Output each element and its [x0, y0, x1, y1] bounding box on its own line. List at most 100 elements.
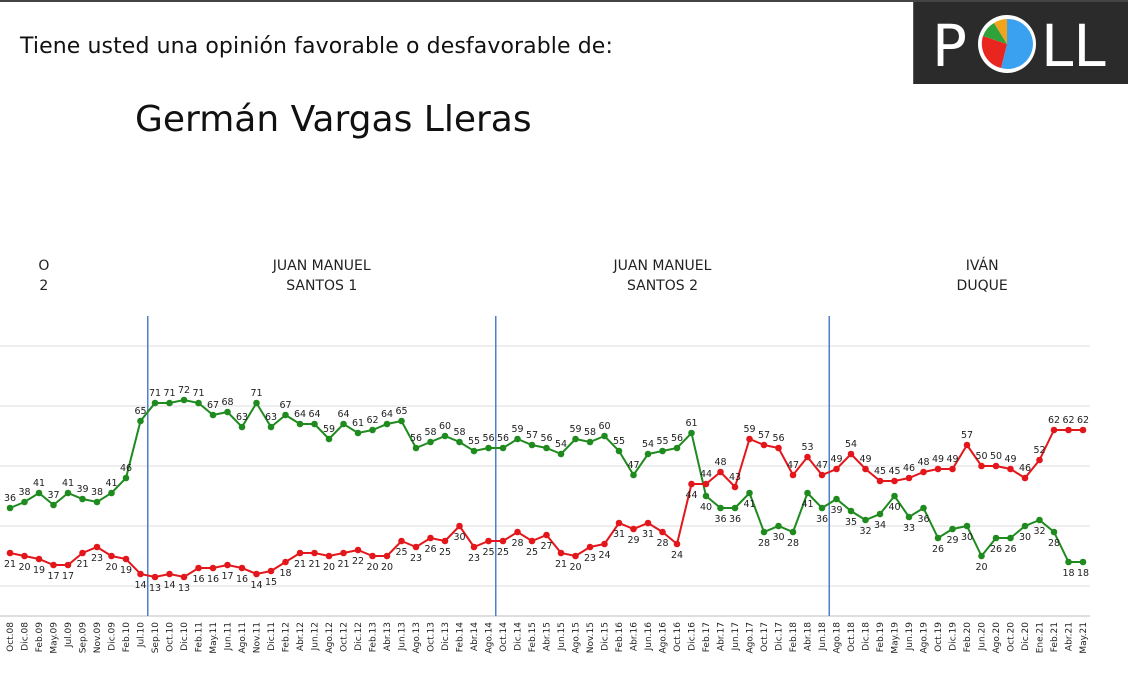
data-label-green: 38	[18, 487, 30, 498]
data-label-green: 35	[845, 517, 857, 528]
data-label-red: 21	[4, 559, 16, 570]
data-label-red: 20	[18, 562, 30, 573]
data-label-red: 49	[1004, 454, 1016, 465]
data-label-green: 68	[221, 397, 233, 408]
data-point-green	[137, 417, 144, 425]
x-tick-label: Abr.14	[470, 622, 480, 651]
data-label-red: 25	[439, 547, 451, 558]
data-label-green: 65	[395, 406, 407, 417]
data-label-red: 57	[961, 430, 973, 441]
series-line-red	[9, 429, 1083, 579]
data-label-green: 59	[569, 424, 581, 435]
period-label-line: O	[38, 258, 49, 274]
x-tick-label: Nov.15	[586, 622, 596, 653]
x-tick-label: Jun.19	[905, 622, 915, 652]
data-label-red: 16	[236, 574, 248, 585]
data-label-red: 23	[91, 553, 103, 564]
data-point-red	[311, 549, 318, 557]
data-label-green: 55	[613, 436, 625, 447]
data-point-green	[21, 498, 28, 506]
x-tick-label: Feb.18	[789, 622, 799, 653]
x-tick-label: Abr.21	[1065, 622, 1075, 651]
data-label-green: 63	[265, 412, 277, 423]
data-label-red: 17	[221, 571, 233, 582]
data-point-green	[79, 495, 86, 503]
data-label-red: 57	[758, 430, 770, 441]
data-label-red: 15	[265, 577, 277, 588]
data-label-red: 46	[1019, 463, 1031, 474]
x-tick-label: Abr.13	[383, 622, 393, 651]
data-point-red	[659, 528, 666, 536]
x-tick-label: Dic.20	[1021, 622, 1031, 651]
data-point-red	[253, 570, 260, 578]
logo-letter-p: P	[932, 12, 967, 80]
x-tick-label: Dic.08	[21, 622, 31, 651]
data-point-red	[1007, 465, 1014, 473]
x-tick-label: Oct.19	[934, 622, 944, 652]
data-point-red	[499, 537, 507, 545]
period-label-line: IVÁN	[966, 257, 999, 274]
data-point-red	[412, 543, 420, 551]
data-label-green: 56	[482, 433, 494, 444]
data-label-green: 41	[62, 478, 74, 489]
x-tick-label: May.19	[891, 622, 901, 654]
data-label-red: 25	[482, 547, 494, 558]
data-point-red	[572, 552, 579, 560]
data-point-green	[180, 396, 188, 404]
data-label-red: 54	[845, 439, 857, 450]
x-tick-label: Abr.16	[630, 622, 640, 651]
data-label-red: 45	[888, 466, 900, 477]
x-tick-label: Feb.20	[963, 622, 973, 653]
survey-question: Tiene usted una opinión favorable o desf…	[20, 34, 613, 59]
data-point-red	[688, 480, 695, 488]
data-label-green: 34	[874, 520, 886, 531]
data-label-red: 13	[149, 583, 161, 594]
data-point-green	[267, 423, 275, 431]
data-point-red	[238, 564, 246, 572]
data-label-red: 23	[410, 553, 422, 564]
data-label-green: 39	[76, 484, 88, 495]
x-tick-label: Jun.15	[557, 622, 567, 651]
data-point-green	[543, 444, 550, 452]
data-label-green: 59	[511, 424, 523, 435]
period-label-line: SANTOS 2	[627, 278, 698, 294]
data-label-red: 48	[917, 457, 929, 468]
data-label-green: 36	[917, 514, 929, 525]
data-label-red: 18	[279, 568, 291, 579]
x-tick-label: Feb.14	[456, 622, 466, 653]
data-label-green: 36	[729, 514, 741, 525]
data-label-red: 21	[337, 559, 349, 570]
data-point-red	[1021, 474, 1029, 482]
data-label-red: 20	[381, 562, 393, 573]
x-tick-label: Abr.17	[717, 622, 727, 651]
data-label-red: 16	[192, 574, 204, 585]
x-tick-label: Oct.13	[427, 622, 437, 652]
x-tick-label: Dic.14	[514, 622, 524, 651]
data-point-green	[412, 444, 420, 452]
data-point-green	[6, 504, 14, 512]
data-label-green: 64	[294, 409, 306, 420]
x-tick-label: Abr.12	[296, 622, 306, 651]
data-point-green	[311, 420, 318, 428]
data-label-green: 47	[627, 460, 639, 471]
data-point-green	[93, 498, 101, 506]
x-tick-label: Dic.11	[267, 622, 277, 651]
x-tick-label: Ago.13	[412, 622, 422, 654]
data-point-green	[746, 489, 753, 497]
x-tick-label: Ago.12	[325, 622, 335, 654]
poll-logo: P LL	[913, 2, 1128, 84]
data-point-red	[717, 468, 724, 476]
data-point-green	[1065, 558, 1072, 566]
data-label-red: 62	[1077, 415, 1089, 426]
data-label-green: 60	[439, 421, 451, 432]
data-label-red: 20	[569, 562, 581, 573]
data-point-red	[673, 540, 681, 548]
data-label-red: 20	[323, 562, 335, 573]
data-label-green: 56	[497, 433, 509, 444]
data-point-red	[702, 480, 710, 488]
data-point-red	[282, 558, 289, 566]
poll-logo-graphic: P LL	[932, 12, 1106, 80]
data-label-green: 56	[671, 433, 683, 444]
data-label-red: 25	[395, 547, 407, 558]
data-point-green	[847, 507, 855, 515]
